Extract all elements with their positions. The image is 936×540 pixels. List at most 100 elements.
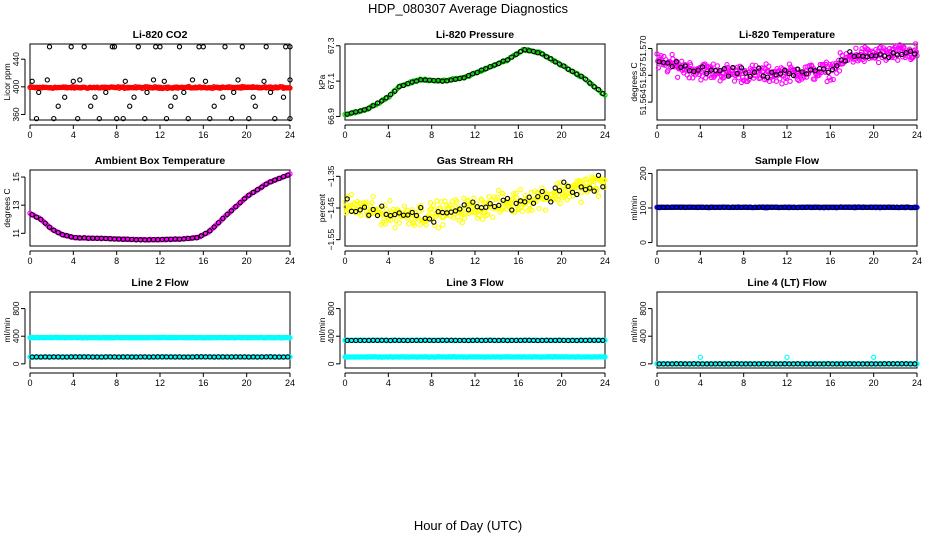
data-point <box>561 63 567 69</box>
data-point <box>135 44 141 50</box>
data-point <box>769 69 775 75</box>
data-point <box>886 54 892 60</box>
data-point <box>453 199 460 205</box>
data-point <box>542 207 549 213</box>
y-axis-label: ml/min <box>2 317 12 342</box>
data-point <box>409 209 415 216</box>
data-point <box>901 44 907 50</box>
data-point <box>263 181 269 187</box>
series-spikes <box>697 354 877 360</box>
data-point <box>370 206 376 213</box>
data-point <box>517 186 523 193</box>
data-point <box>686 75 692 81</box>
x-tick-label: 16 <box>825 130 835 140</box>
data-point <box>131 94 137 100</box>
x-tick-label: 4 <box>71 130 76 140</box>
x-tick-label: 12 <box>470 378 480 388</box>
x-tick-label: 4 <box>71 378 76 388</box>
data-point <box>582 76 589 82</box>
data-point <box>409 207 416 213</box>
data-point <box>55 229 61 236</box>
data-point <box>395 207 402 214</box>
data-point <box>847 49 853 55</box>
data-point <box>679 58 685 64</box>
x-tick-label: 12 <box>155 256 165 266</box>
data-point <box>903 50 909 56</box>
data-point <box>724 62 730 68</box>
data-point <box>374 100 381 106</box>
x-tick-label: 20 <box>869 378 879 388</box>
series-high-flow <box>27 334 293 341</box>
data-point <box>827 77 834 83</box>
data-point <box>526 194 532 200</box>
series-flow-avg <box>656 361 918 367</box>
data-point <box>114 115 120 122</box>
data-point <box>569 189 576 195</box>
data-point <box>383 95 389 101</box>
y-tick-label: 51.567 <box>638 62 648 88</box>
x-tick-label: 12 <box>155 378 165 388</box>
data-point <box>725 73 732 79</box>
data-point <box>803 71 810 77</box>
data-point <box>38 216 44 223</box>
data-point <box>602 177 608 183</box>
data-point <box>51 227 57 233</box>
data-point <box>81 44 87 50</box>
y-tick-label: 800 <box>326 301 336 315</box>
data-point <box>496 60 502 67</box>
data-point <box>36 89 42 96</box>
y-axis-label: kPa <box>317 74 327 89</box>
data-point <box>70 78 76 84</box>
data-point <box>457 206 463 212</box>
data-point <box>366 212 372 218</box>
data-point <box>211 103 217 109</box>
x-tick-label: 16 <box>198 130 208 140</box>
data-point <box>591 84 597 90</box>
plot-frame <box>29 291 291 369</box>
data-point <box>382 202 388 208</box>
data-point <box>239 44 245 50</box>
x-tick-label: 0 <box>27 130 32 140</box>
x-tick-label: 8 <box>114 378 119 388</box>
data-point <box>220 215 226 222</box>
data-point <box>731 78 738 84</box>
data-point <box>408 215 415 221</box>
data-point <box>461 195 467 201</box>
data-point <box>476 212 482 218</box>
data-point <box>513 190 519 196</box>
data-point <box>465 197 471 203</box>
data-point <box>42 220 48 226</box>
global-x-axis-label: Hour of Day (UTC) <box>413 518 523 533</box>
x-tick-label: 8 <box>429 378 434 388</box>
data-point <box>418 204 424 211</box>
x-tick-label: 24 <box>285 256 295 266</box>
data-point <box>536 205 542 212</box>
data-point <box>721 66 727 72</box>
y-tick-label: 0 <box>326 361 336 366</box>
data-point <box>29 212 35 218</box>
data-point <box>655 65 662 71</box>
x-tick-label: 24 <box>600 256 610 266</box>
data-point <box>459 219 465 226</box>
x-tick-label: 16 <box>198 378 208 388</box>
data-point <box>172 94 178 100</box>
data-point <box>673 59 680 65</box>
series-flow-avg <box>656 204 918 211</box>
data-point <box>873 53 879 59</box>
y-tick-label: 400 <box>638 329 648 343</box>
data-point <box>495 194 501 201</box>
data-point <box>602 337 608 344</box>
data-point <box>859 45 865 52</box>
chart-panel-7: Line 2 Flow 0 4 8 12 16 20 24 0 400 800 ml/min <box>2 277 295 388</box>
x-tick-label: 4 <box>386 378 391 388</box>
data-point <box>509 207 515 213</box>
data-point <box>168 103 174 109</box>
data-point <box>717 68 723 74</box>
data-point <box>250 189 256 196</box>
data-point <box>821 66 827 72</box>
data-point <box>562 192 568 198</box>
data-point <box>400 82 407 89</box>
data-point <box>825 69 831 76</box>
data-point <box>500 205 507 211</box>
x-tick-label: 4 <box>698 130 703 140</box>
